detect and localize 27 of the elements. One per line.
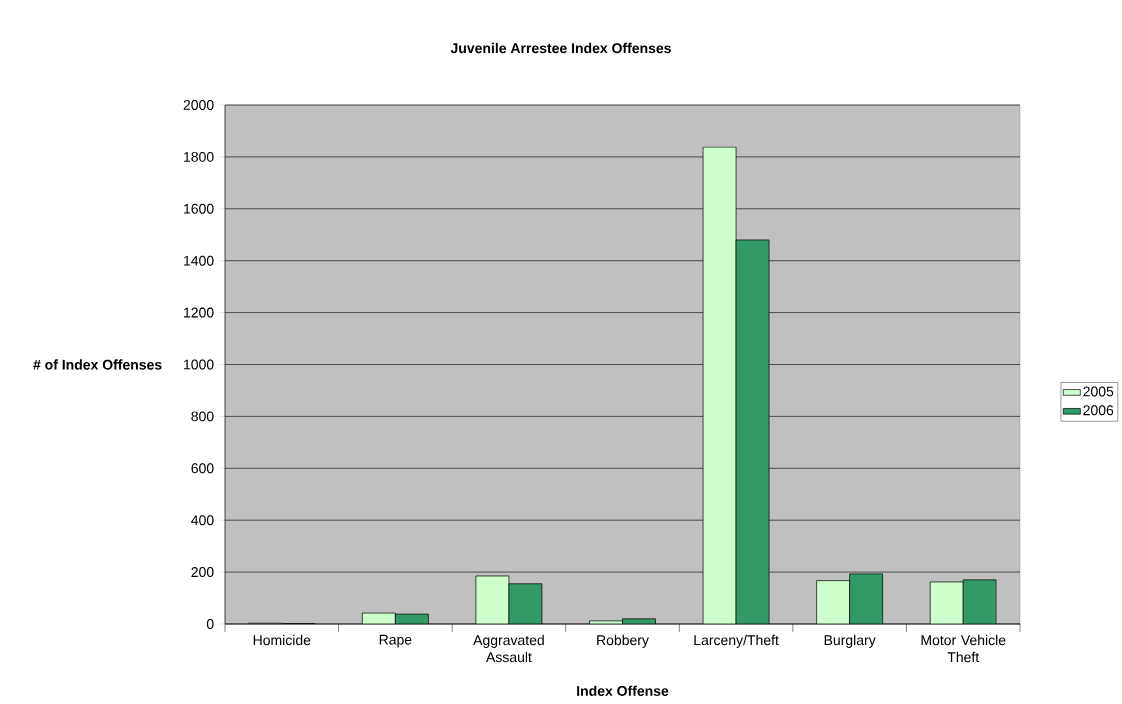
bar bbox=[508, 583, 543, 624]
y-tick-label: 2000 bbox=[183, 100, 214, 110]
bar bbox=[962, 579, 997, 624]
y-tick-label: 1400 bbox=[184, 255, 214, 266]
x-tick-label: Robbery bbox=[597, 634, 649, 648]
x-axis-title: Index Offense bbox=[577, 685, 669, 696]
bar bbox=[735, 239, 770, 624]
legend-label: 2005 bbox=[1083, 386, 1114, 397]
y-tick-label: 1600 bbox=[184, 203, 214, 214]
bar bbox=[849, 573, 883, 624]
x-tick-label: Motor Vehicle Theft bbox=[921, 634, 1006, 663]
y-tick-label: 400 bbox=[191, 515, 214, 526]
y-tick-label: 1200 bbox=[184, 307, 214, 318]
chart-title: Juvenile Arrestee Index Offenses bbox=[450, 42, 671, 54]
y-tick-label: 600 bbox=[191, 463, 214, 474]
y-tick-label: 0 bbox=[206, 619, 214, 629]
x-tick-label: Burglary bbox=[824, 634, 876, 648]
x-tick-label: Aggravated Assault bbox=[473, 634, 544, 663]
y-tick-label: 800 bbox=[191, 411, 214, 422]
x-tick-label: Homicide bbox=[253, 634, 311, 646]
y-axis-title: # of Index Offenses bbox=[33, 359, 162, 370]
y-tick-label: 1800 bbox=[184, 151, 214, 162]
y-tick-label: 1000 bbox=[184, 359, 214, 370]
x-tick-label: Rape bbox=[379, 634, 412, 648]
legend-label: 2006 bbox=[1083, 405, 1114, 416]
x-tick-label: Larceny/Theft bbox=[694, 634, 779, 648]
y-tick-label: 200 bbox=[191, 567, 214, 578]
